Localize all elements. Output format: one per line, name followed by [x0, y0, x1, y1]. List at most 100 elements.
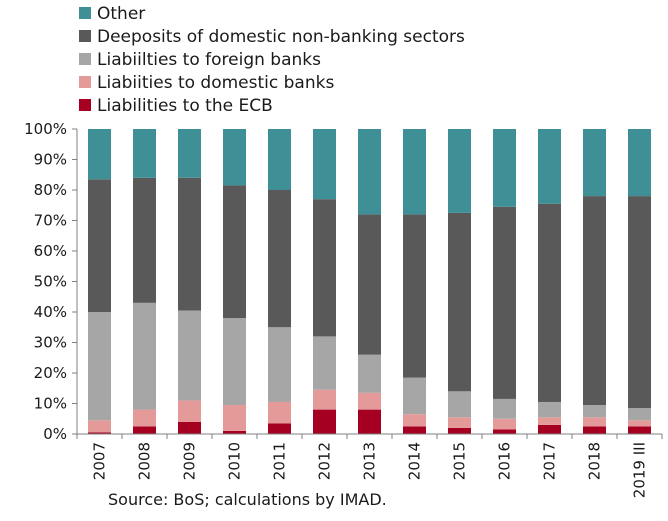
x-tick-label: 2015: [451, 442, 469, 480]
bar-segment: [313, 129, 336, 200]
bar-segment: [178, 310, 201, 401]
bar-segment: [268, 129, 291, 190]
x-tick-label: 2012: [316, 442, 334, 480]
bar-segment: [403, 214, 426, 378]
bar-segment: [538, 129, 561, 204]
bar-segment: [628, 420, 651, 427]
bar-segment: [313, 199, 336, 337]
bar-segment: [133, 177, 156, 303]
y-tick-label: 20%: [34, 364, 67, 382]
bar-segment: [403, 129, 426, 215]
bar-segment: [178, 129, 201, 178]
bar-segment: [358, 392, 381, 410]
bar-segment: [448, 417, 471, 428]
bar-segment: [538, 203, 561, 402]
x-tick-label: 2016: [496, 442, 514, 480]
x-tick-label: 2011: [271, 442, 289, 480]
x-tick-label: 2017: [541, 442, 559, 480]
bar-segment: [133, 302, 156, 410]
bar-segment: [448, 212, 471, 392]
x-tick-label: 2007: [91, 442, 109, 480]
y-axis: 0% 10% 20% 30% 40% 50% 60% 70% 80% 90% 100%: [24, 120, 78, 443]
bar-segment: [223, 430, 246, 434]
bar-segment: [178, 421, 201, 434]
bar-segment: [178, 177, 201, 311]
bar-segment: [88, 179, 111, 312]
legend-label: Other: [97, 4, 145, 24]
bar-segment: [133, 409, 156, 427]
bar-segment: [358, 129, 381, 215]
x-tick-label: 2008: [136, 442, 154, 480]
source-note: Source: BoS; calculations by IMAD.: [108, 490, 387, 509]
bar-segment: [358, 354, 381, 393]
bar-segment: [583, 196, 606, 406]
bar-segment: [403, 377, 426, 415]
y-tick-label: 60%: [34, 242, 67, 260]
bar-segment: [268, 327, 291, 402]
bar-segment: [223, 318, 246, 406]
y-tick-label: 100%: [24, 120, 67, 138]
bar-segment: [403, 426, 426, 434]
bar-segment: [223, 129, 246, 186]
bar-segment: [313, 336, 336, 390]
y-tick-label: 0%: [43, 425, 67, 443]
bar-segment: [223, 185, 246, 319]
bar-segment: [583, 417, 606, 427]
y-tick-label: 90%: [34, 151, 67, 169]
y-tick-label: 70%: [34, 212, 67, 230]
bar-segment: [88, 312, 111, 421]
bar-segment: [538, 424, 561, 434]
bar-segment: [358, 409, 381, 434]
bar-segment: [493, 129, 516, 207]
bar-segment: [358, 214, 381, 355]
bar-segment: [628, 129, 651, 197]
bar-segment: [448, 391, 471, 418]
legend-swatch: [79, 30, 91, 42]
legend-swatch: [79, 76, 91, 88]
legend-swatch: [79, 99, 91, 111]
bar-segment: [493, 418, 516, 430]
legend-swatch: [79, 7, 91, 19]
x-tick-label: 2014: [406, 442, 424, 480]
x-tick-label: 2013: [361, 442, 379, 480]
bar-segment: [628, 196, 651, 409]
legend-label: Liabilities to the ECB: [97, 96, 273, 116]
legend-swatch: [79, 53, 91, 65]
bar-segment: [313, 389, 336, 410]
bar-segment: [583, 129, 606, 197]
bar-segment: [268, 190, 291, 328]
legend-label: Liabiilties to foreign banks: [97, 50, 321, 70]
y-tick-label: 80%: [34, 181, 67, 199]
bar-segment: [583, 426, 606, 434]
bar-segment: [88, 432, 111, 434]
bar-segment: [628, 408, 651, 421]
bar-segment: [88, 420, 111, 433]
y-tick-label: 40%: [34, 303, 67, 321]
legend-label: Liabiities to domestic banks: [97, 73, 334, 93]
y-tick-label: 30%: [34, 334, 67, 352]
bar-segment: [448, 427, 471, 434]
bar-segment: [88, 129, 111, 180]
x-tick-label: 2009: [181, 442, 199, 480]
bar-segment: [403, 414, 426, 427]
bar-segment: [538, 401, 561, 418]
x-tick-label: 2010: [226, 442, 244, 480]
y-tick-label: 50%: [34, 273, 67, 291]
bar-segment: [448, 129, 471, 213]
x-axis: 2007 2008 2009 2010 2011 2012 2013 2014 2015 2016…: [76, 433, 663, 498]
bar-segment: [223, 405, 246, 431]
bar-segment: [493, 429, 516, 434]
bar-segment: [493, 398, 516, 419]
bar-segment: [268, 423, 291, 434]
x-tick-label: 2019 III: [631, 442, 649, 498]
bar-segment: [268, 401, 291, 424]
x-tick-label: 2018: [586, 442, 604, 480]
bar-segment: [538, 417, 561, 425]
legend-label: Deeposits of domestic non-banking sector…: [97, 27, 465, 47]
bar-segment: [583, 405, 606, 418]
bar-segment: [133, 129, 156, 178]
bar-segment: [178, 400, 201, 422]
bar-segment: [133, 426, 156, 434]
bar-segment: [628, 426, 651, 434]
